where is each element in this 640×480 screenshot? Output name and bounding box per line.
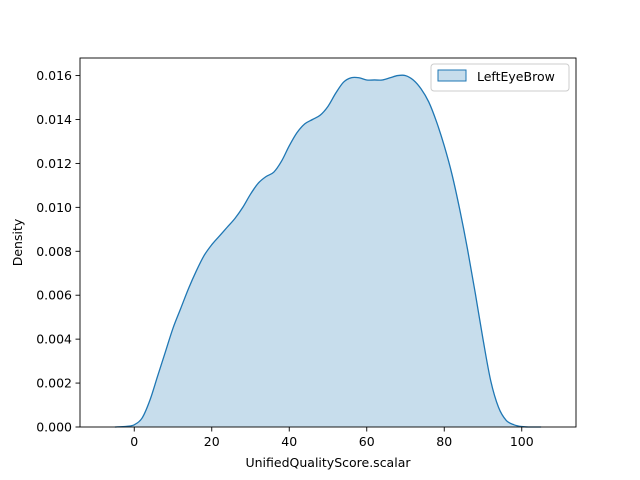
y-tick-label: 0.000 (36, 420, 72, 435)
density-area-0 (114, 75, 542, 428)
legend: LeftEyeBrow (430, 63, 570, 92)
x-tick-label: 80 (436, 434, 452, 449)
axes-frame (79, 57, 577, 428)
y-tick-label: 0.012 (36, 156, 72, 171)
y-tick-label: 0.010 (36, 200, 72, 215)
x-tick-label: 20 (204, 434, 220, 449)
y-tick-label: 0.004 (36, 332, 72, 347)
y-tick-label: 0.008 (36, 244, 72, 259)
x-tick-label: 60 (359, 434, 375, 449)
density-line-0 (114, 74, 542, 428)
x-axis-label: UnifiedQualityScore.scalar (245, 455, 411, 470)
y-tick-label: 0.006 (36, 288, 72, 303)
plot-area (114, 74, 542, 428)
legend-swatch (437, 69, 467, 82)
legend-label: LeftEyeBrow (477, 69, 555, 84)
y-tick-label: 0.016 (36, 68, 72, 83)
x-tick-label: 0 (130, 434, 138, 449)
y-tick-label: 0.002 (36, 376, 72, 391)
x-tick-label: 100 (510, 434, 534, 449)
axes: 0 20 40 60 80 100 0.000 0.002 0.004 0.006 0.008 0.0… (36, 57, 577, 449)
y-tick-label: 0.014 (36, 112, 72, 127)
x-tick-label: 40 (281, 434, 297, 449)
y-axis-label: Density (10, 218, 25, 266)
